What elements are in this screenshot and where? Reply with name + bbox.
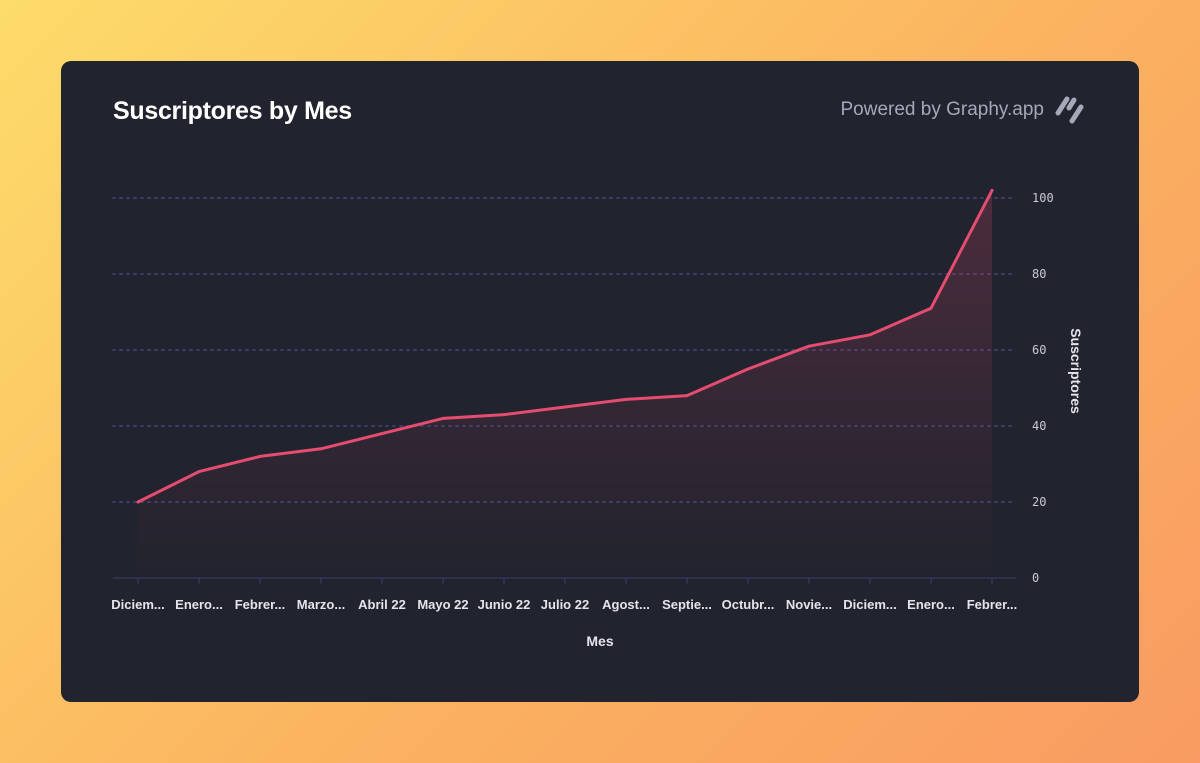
data-point [929,306,933,310]
chart-title: Suscriptores by Mes [113,97,352,125]
data-point [319,447,323,451]
x-tick-label: Febrer... [967,597,1018,612]
y-tick-label: 100 [1032,191,1054,205]
x-tick-label: Marzo... [297,597,345,612]
x-tick-label: Junio 22 [478,597,531,612]
data-point [868,333,872,337]
x-tick-label: Septie... [662,597,712,612]
x-tick-label: Diciem... [843,597,896,612]
data-point [746,367,750,371]
data-point [990,188,994,192]
x-tick-label: Abril 22 [358,597,406,612]
x-tick-label: Febrer... [235,597,286,612]
y-tick-label: 80 [1032,267,1046,281]
y-axis-title: Suscriptores [1068,328,1084,414]
data-point [441,416,445,420]
x-axis-title: Mes [586,633,613,649]
data-point [258,454,262,458]
x-tick-label: Enero... [175,597,223,612]
chart-card: Suscriptores by Mes Powered by Graphy.ap… [61,61,1139,702]
powered-by-link[interactable]: Powered by Graphy.app [840,99,1045,120]
y-tick-label: 40 [1032,419,1046,433]
data-point [136,500,140,504]
data-point [502,413,506,417]
x-tick-label: Novie... [786,597,832,612]
line-chart: 0 20 40 60 80 100 Diciem... Enero... Febrer... Ma… [111,188,1084,649]
data-point [380,432,384,436]
data-point [685,394,689,398]
x-tick-label: Agost... [602,597,650,612]
x-tick-label: Diciem... [111,597,164,612]
graphy-logo-icon[interactable] [1055,96,1085,124]
data-point [624,397,628,401]
y-tick-label: 20 [1032,495,1046,509]
x-tick-label: Enero... [907,597,955,612]
series-area [138,190,992,578]
data-point [197,470,201,474]
x-tick-label: Octubr... [722,597,775,612]
x-tick-label: Mayo 22 [417,597,468,612]
y-tick-label: 0 [1032,571,1039,585]
x-tick-label: Julio 22 [541,597,589,612]
y-tick-label: 60 [1032,343,1046,357]
data-point [563,405,567,409]
data-point [807,344,811,348]
